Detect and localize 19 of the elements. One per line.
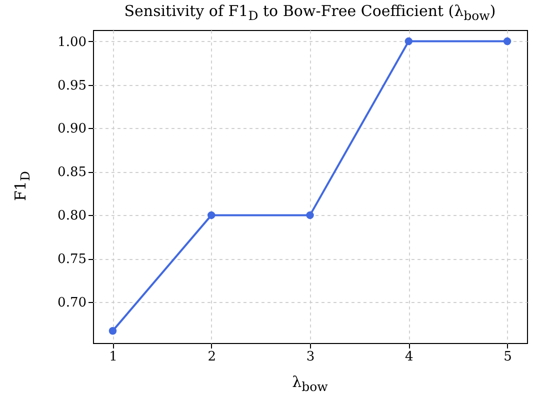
x-tick-label: 5 [504, 350, 512, 364]
y-tick-label: 0.80 [58, 208, 86, 224]
point [404, 37, 413, 46]
y-tick-label: 0.95 [58, 78, 86, 94]
y-tick-label: 0.70 [58, 296, 86, 311]
x-axis-title: λ$_{bow}$ [291, 373, 329, 394]
x-tick-label: 3 [306, 350, 315, 364]
y-tick-label: 1.00 [58, 34, 86, 50]
point [207, 211, 216, 220]
y-tick-label: 0.75 [58, 252, 86, 268]
point [306, 211, 314, 220]
point [108, 326, 117, 335]
y-tick-label: 0.85 [58, 165, 86, 180]
chart-title: Sensitivity of F1$_{D}$ to Bow-Free Coefficient (λ$_{bow}$) [123, 2, 497, 23]
point [503, 37, 512, 46]
x-tick-label: 1 [109, 350, 118, 364]
x-tick-label: 2 [208, 350, 216, 364]
y-tick-label: 0.90 [58, 122, 86, 137]
x-tick-label: 4 [404, 350, 414, 364]
